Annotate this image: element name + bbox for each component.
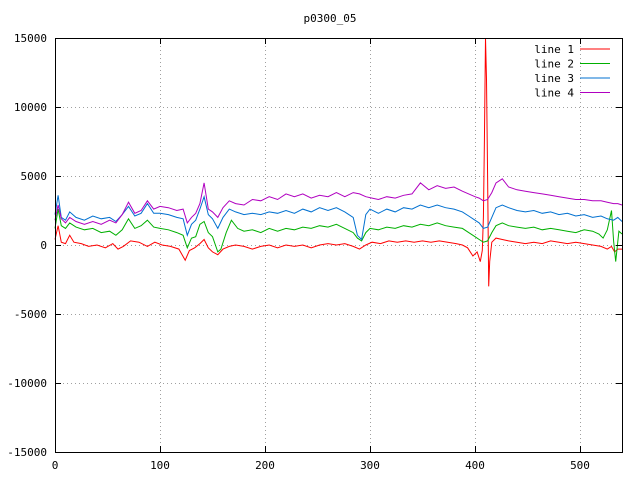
legend-label: line 2 — [534, 58, 574, 71]
x-tick-label: 500 — [570, 459, 590, 472]
legend-label: line 3 — [534, 72, 574, 85]
series-line-4 — [54, 178, 623, 225]
x-tick-label: 0 — [52, 459, 59, 472]
x-tick-label: 100 — [150, 459, 170, 472]
x-tick-label: 200 — [255, 459, 275, 472]
y-tick-label: -15000 — [7, 446, 47, 459]
y-tick-label: 10000 — [14, 101, 47, 114]
legend-label: line 1 — [534, 43, 574, 56]
y-tick-label: 15000 — [14, 32, 47, 45]
series-line-3 — [54, 194, 623, 241]
grid-lines — [55, 38, 622, 452]
axis-ticks — [55, 38, 622, 453]
legend-label: line 4 — [534, 87, 574, 100]
x-axis-tick-labels: 0 100 200 300 400 500 — [52, 459, 590, 472]
y-tick-label: 5000 — [21, 170, 48, 183]
y-tick-label: -5000 — [14, 308, 47, 321]
series-line-2 — [54, 209, 623, 262]
y-tick-label: 0 — [40, 239, 47, 252]
series-line-1 — [54, 37, 622, 287]
chart-title: p0300_05 — [304, 12, 357, 25]
y-axis-tick-labels: -15000 -10000 -5000 0 5000 10000 15000 — [7, 32, 47, 459]
y-tick-label: -10000 — [7, 377, 47, 390]
x-tick-label: 400 — [465, 459, 485, 472]
series-lines — [54, 37, 623, 287]
x-tick-label: 300 — [360, 459, 380, 472]
